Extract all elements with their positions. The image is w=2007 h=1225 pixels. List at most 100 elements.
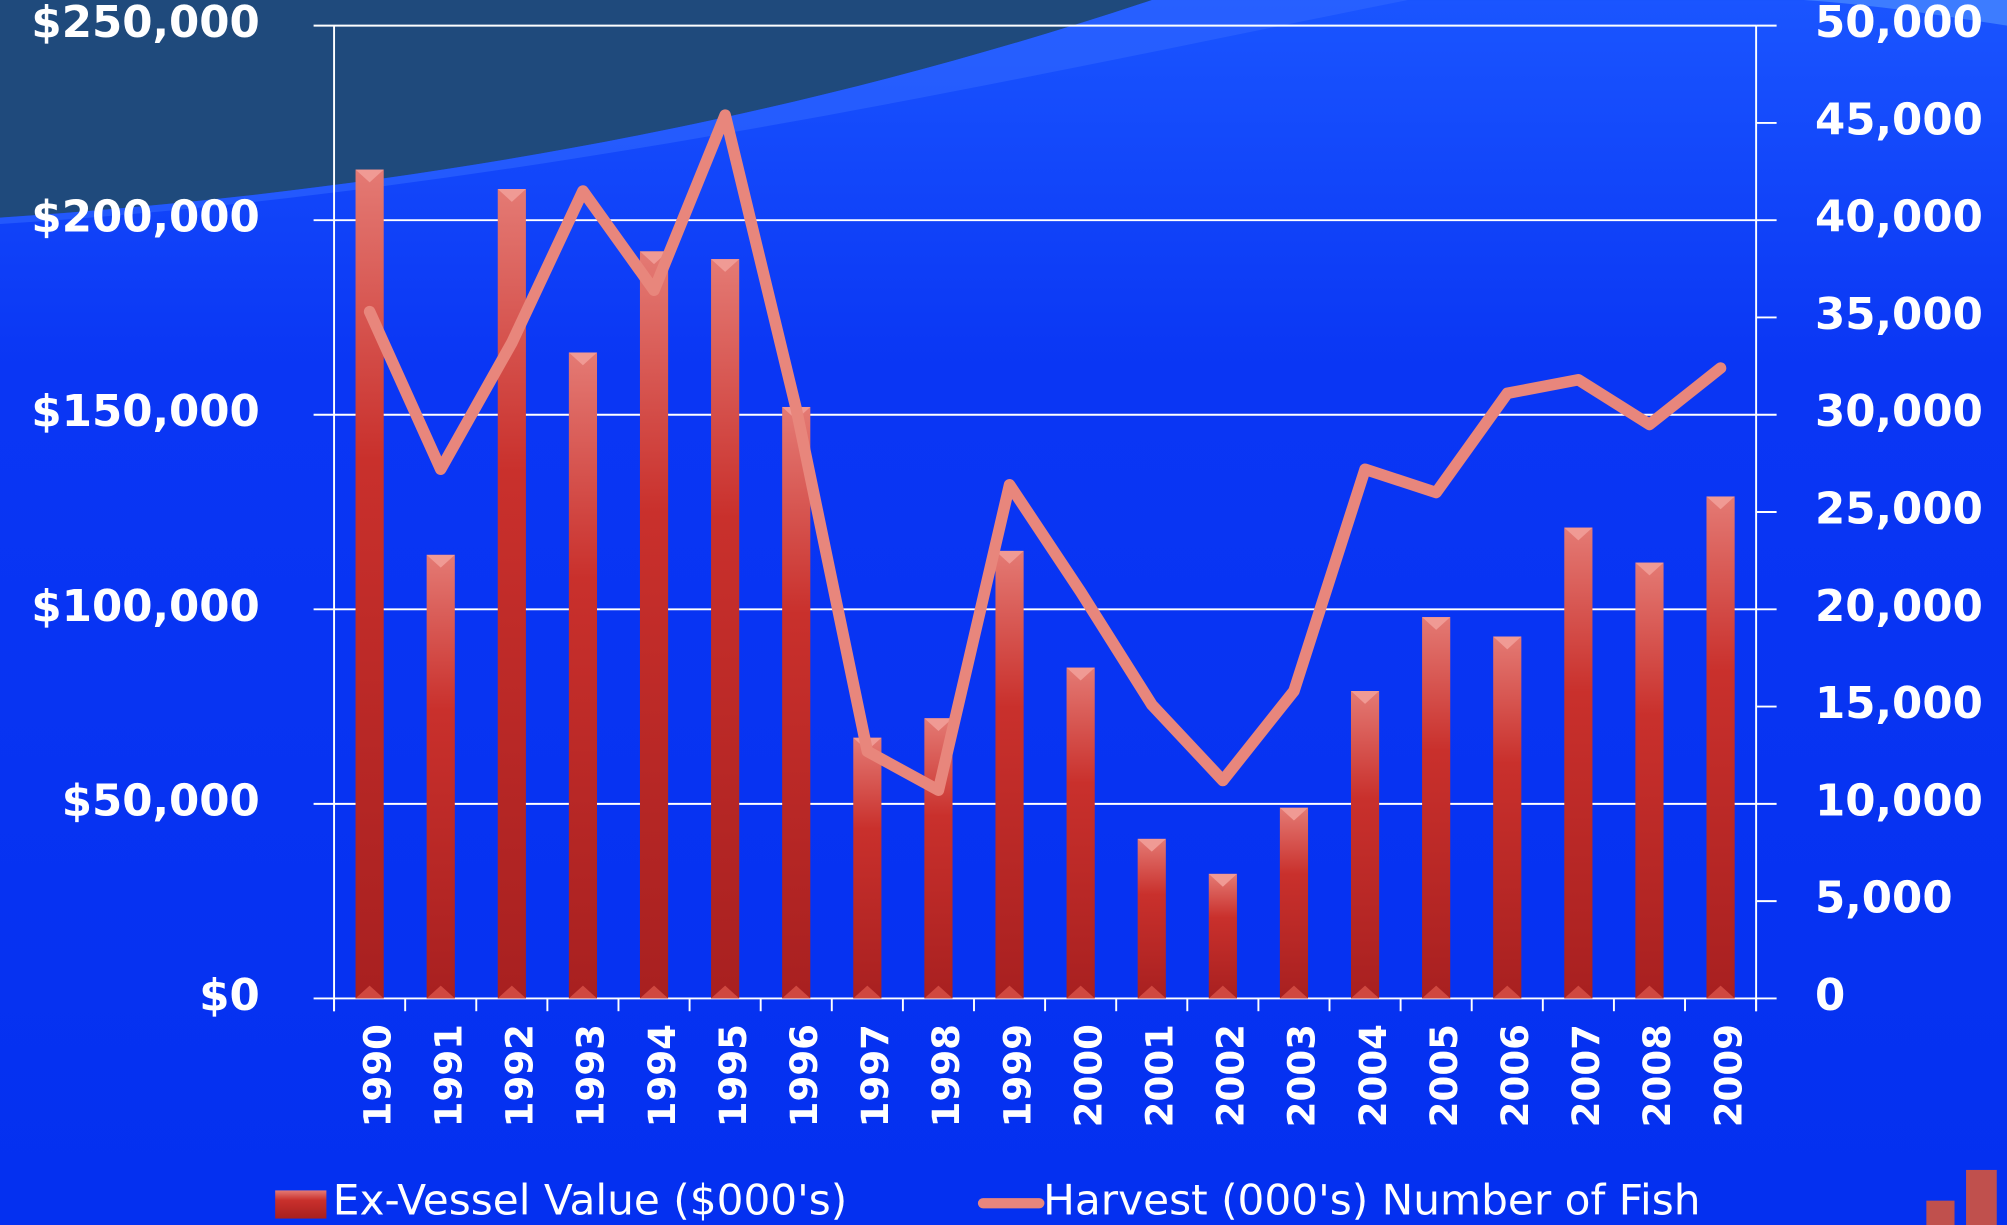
bar xyxy=(1422,617,1451,999)
swoosh-dark xyxy=(0,0,1152,218)
bar xyxy=(1279,807,1309,999)
decoration xyxy=(1966,1169,1997,1225)
bar-base xyxy=(1635,985,1664,999)
y2-tick-label: 15,000 xyxy=(1815,679,1983,729)
y2-tick-label: 50,000 xyxy=(1815,0,1983,48)
y-tick-label: $150,000 xyxy=(31,387,259,437)
bar-base xyxy=(639,985,669,999)
y2-tick-label: 5,000 xyxy=(1815,874,1953,924)
y2-tick-label: 45,000 xyxy=(1815,95,1983,145)
bar xyxy=(1493,636,1522,999)
bar-base xyxy=(853,985,882,999)
bar-cap xyxy=(1706,496,1735,510)
x-tick-label: 1993 xyxy=(570,1024,613,1127)
bar xyxy=(1635,562,1664,999)
bar xyxy=(1066,667,1095,999)
bar-base xyxy=(1279,985,1309,999)
bar-cap xyxy=(1137,838,1166,852)
x-tick-label: 2002 xyxy=(1210,1024,1253,1127)
bar-cap xyxy=(1564,527,1593,541)
bar-base xyxy=(1208,985,1237,999)
bar xyxy=(426,554,455,999)
x-tick-label: 1997 xyxy=(854,1024,897,1127)
bar xyxy=(853,737,882,999)
bar-base xyxy=(355,985,384,999)
swoosh-light xyxy=(1599,0,2007,26)
legend-label: Harvest (000's) Number of Fish xyxy=(1043,1176,1700,1225)
x-tick-label: 1996 xyxy=(783,1024,826,1127)
bar-base xyxy=(924,985,953,999)
bar xyxy=(995,550,1024,999)
x-tick-label: 2001 xyxy=(1138,1024,1181,1127)
bar-base xyxy=(1066,985,1095,999)
bar-base xyxy=(426,985,455,999)
bar-cap xyxy=(711,259,740,272)
bar-base xyxy=(1493,985,1522,999)
bar-cap xyxy=(995,550,1024,564)
bar-cap xyxy=(1066,667,1095,681)
bar-cap xyxy=(1635,562,1664,576)
bar-base xyxy=(995,985,1024,999)
bar-base xyxy=(1706,985,1735,999)
bar-cap xyxy=(1279,807,1309,821)
bar xyxy=(1564,527,1593,999)
bar-base xyxy=(1137,985,1166,999)
bar xyxy=(782,406,811,999)
legend-label: Ex-Vessel Value ($000's) xyxy=(333,1176,847,1225)
x-tick-label: 2008 xyxy=(1636,1024,1679,1127)
bar-cap xyxy=(639,251,669,265)
bar-cap xyxy=(924,718,953,732)
x-tick-label: 1995 xyxy=(712,1024,755,1127)
y2-tick-label: 40,000 xyxy=(1815,193,1983,243)
bar-base xyxy=(1422,985,1451,999)
bar-base xyxy=(1350,985,1380,999)
bar-base xyxy=(568,985,598,999)
x-tick-label: 1991 xyxy=(427,1024,470,1127)
y2-tick-label: 35,000 xyxy=(1815,290,1983,340)
y-tick-label: $100,000 xyxy=(31,582,259,632)
x-tick-label: 1999 xyxy=(996,1024,1039,1127)
bar xyxy=(1208,873,1237,999)
bar-cap xyxy=(1350,691,1380,704)
y2-tick-label: 25,000 xyxy=(1815,485,1983,535)
bar-base xyxy=(711,985,740,999)
x-tick-label: 2006 xyxy=(1494,1024,1537,1127)
bar-base xyxy=(497,985,526,999)
y-tick-label: $250,000 xyxy=(31,0,259,48)
x-tick-label: 2004 xyxy=(1352,1024,1395,1127)
y2-tick-label: 20,000 xyxy=(1815,582,1983,632)
y-tick-label: $0 xyxy=(199,971,260,1021)
bar xyxy=(355,169,384,999)
bar-base xyxy=(782,985,811,999)
bar-base xyxy=(1564,985,1593,999)
legend-bar-icon xyxy=(275,1190,327,1219)
x-tick-label: 2003 xyxy=(1281,1024,1324,1127)
bar-cap xyxy=(1493,636,1522,650)
y-tick-label: $200,000 xyxy=(31,193,259,243)
bar xyxy=(1706,496,1735,999)
y2-tick-label: 10,000 xyxy=(1815,776,1983,826)
decoration xyxy=(1926,1200,1955,1225)
bar-cap xyxy=(1422,617,1451,630)
line xyxy=(363,109,1727,796)
swoosh-edge xyxy=(0,0,1408,225)
bar-cap xyxy=(355,169,384,183)
x-tick-label: 2007 xyxy=(1565,1024,1608,1127)
y2-tick-label: 0 xyxy=(1815,971,1845,1021)
y-tick-label: $50,000 xyxy=(62,776,260,826)
x-tick-label: 1998 xyxy=(925,1024,968,1127)
y2-tick-label: 30,000 xyxy=(1815,387,1983,437)
x-tick-label: 1990 xyxy=(356,1024,399,1127)
x-tick-label: 2005 xyxy=(1423,1024,1466,1127)
bar xyxy=(568,352,598,999)
bar xyxy=(711,259,740,999)
x-tick-label: 2000 xyxy=(1067,1024,1110,1127)
bar-cap xyxy=(1208,873,1237,887)
bar xyxy=(1137,838,1166,999)
bar-cap xyxy=(568,352,598,366)
bar-cap xyxy=(426,554,455,568)
bar xyxy=(639,251,669,999)
bar-cap xyxy=(497,189,526,202)
